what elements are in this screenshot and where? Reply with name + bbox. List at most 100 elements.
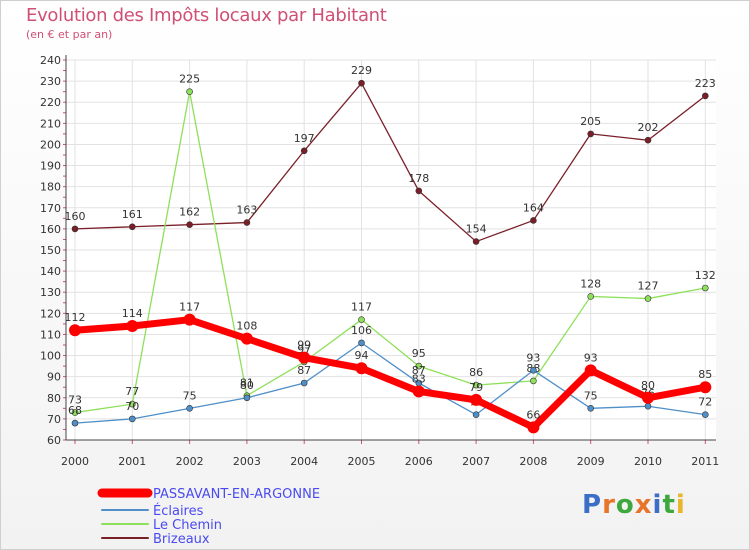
- x-tick-label: 2008: [519, 455, 547, 468]
- data-point-brizeaux: [300, 147, 308, 155]
- x-tick-label: 2002: [176, 455, 204, 468]
- data-point-le-chemin: [358, 316, 365, 323]
- data-label-eclaires: 72: [698, 396, 712, 409]
- data-label-brizeaux: 205: [580, 115, 601, 128]
- data-label-passavant-en-argonne: 112: [65, 311, 86, 324]
- data-point-brizeaux: [71, 225, 79, 233]
- data-label-brizeaux: 162: [179, 206, 200, 219]
- legend-label-eclaires: Éclaires: [153, 503, 204, 519]
- data-point-passavant-en-argonne: [240, 332, 253, 345]
- y-tick-label: 220: [40, 96, 61, 109]
- data-point-passavant-en-argonne: [470, 393, 483, 406]
- legend-label-le-chemin: Le Chemin: [153, 518, 222, 533]
- data-label-le-chemin: 73: [68, 394, 82, 407]
- y-tick-label: 170: [40, 202, 61, 215]
- data-point-brizeaux: [701, 92, 709, 100]
- data-point-eclaires: [129, 415, 136, 423]
- data-point-brizeaux: [358, 79, 365, 87]
- data-label-brizeaux: 202: [638, 121, 659, 134]
- data-point-le-chemin: [415, 362, 423, 370]
- x-tick-label: 2009: [577, 455, 605, 468]
- data-point-brizeaux: [472, 238, 480, 245]
- data-label-eclaires: 106: [351, 324, 372, 337]
- legend-label-passavant-en-argonne: PASSAVANT-EN-ARGONNE: [153, 487, 320, 502]
- data-label-brizeaux: 197: [294, 132, 315, 145]
- data-point-brizeaux: [530, 217, 537, 224]
- y-tick-label: 210: [40, 117, 61, 130]
- chart-subtitle: (en € et par an): [26, 28, 113, 41]
- data-label-passavant-en-argonne: 80: [641, 379, 655, 392]
- data-point-le-chemin: [71, 409, 79, 416]
- data-point-passavant-en-argonne: [126, 320, 139, 332]
- data-point-passavant-en-argonne: [642, 391, 654, 404]
- y-tick-label: 110: [40, 328, 61, 341]
- y-tick-label: 180: [40, 181, 61, 194]
- data-point-le-chemin: [530, 377, 537, 385]
- x-tick-label: 2005: [348, 455, 376, 468]
- data-label-le-chemin: 128: [580, 277, 601, 290]
- data-point-passavant-en-argonne: [699, 381, 712, 394]
- y-tick-label: 230: [40, 75, 61, 88]
- data-point-brizeaux: [129, 223, 136, 231]
- data-label-brizeaux: 178: [408, 172, 429, 185]
- data-point-passavant-en-argonne: [183, 313, 196, 326]
- data-label-eclaires: 87: [412, 364, 426, 377]
- logo-letter: P: [582, 490, 603, 520]
- y-tick-label: 120: [40, 307, 61, 320]
- data-label-brizeaux: 161: [122, 208, 143, 221]
- y-tick-label: 130: [40, 286, 61, 299]
- data-point-passavant-en-argonne: [355, 362, 368, 375]
- data-label-passavant-en-argonne: 108: [236, 320, 257, 333]
- data-point-passavant-en-argonne: [69, 324, 81, 337]
- y-tick-label: 150: [40, 244, 61, 257]
- data-point-brizeaux: [644, 136, 652, 144]
- data-label-le-chemin: 117: [351, 301, 372, 314]
- logo-letter: r: [602, 490, 616, 520]
- y-tick-label: 70: [47, 413, 61, 426]
- data-label-le-chemin: 77: [125, 385, 139, 398]
- y-tick-label: 190: [40, 160, 61, 173]
- data-label-brizeaux: 229: [351, 64, 372, 77]
- legend-label-brizeaux: Brizeaux: [153, 532, 210, 547]
- data-point-passavant-en-argonne: [527, 421, 540, 434]
- data-label-le-chemin: 95: [412, 347, 426, 360]
- data-label-brizeaux: 223: [695, 77, 716, 90]
- logo-letter: x: [634, 490, 653, 520]
- data-label-le-chemin: 127: [638, 280, 659, 293]
- y-tick-label: 80: [47, 392, 61, 405]
- data-point-eclaires: [186, 405, 193, 412]
- logo-letter: o: [615, 490, 635, 520]
- data-label-passavant-en-argonne: 79: [469, 381, 483, 394]
- chart-title: Evolution des Impôts locaux par Habitant: [26, 5, 387, 26]
- series-line-brizeaux: [74, 82, 706, 243]
- x-tick-label: 2004: [290, 455, 318, 468]
- x-tick-label: 2000: [61, 455, 89, 468]
- data-point-eclaires: [71, 419, 79, 427]
- data-label-eclaires: 70: [125, 400, 139, 413]
- data-point-passavant-en-argonne: [298, 351, 311, 364]
- y-tick-label: 140: [40, 265, 61, 278]
- data-point-eclaires: [300, 379, 308, 387]
- data-point-passavant-en-argonne: [412, 385, 425, 398]
- data-point-le-chemin: [129, 400, 136, 408]
- data-point-eclaires: [701, 411, 709, 418]
- data-label-brizeaux: 163: [236, 204, 257, 217]
- proxiti-logo: Proxiti: [582, 490, 686, 520]
- y-tick-label: 100: [40, 350, 61, 363]
- data-point-brizeaux: [243, 219, 251, 226]
- data-label-passavant-en-argonne: 99: [297, 339, 311, 352]
- x-tick-label: 2001: [118, 455, 146, 468]
- data-label-le-chemin: 81: [240, 377, 254, 390]
- y-tick-label: 90: [47, 371, 61, 384]
- logo-letter: i: [652, 490, 663, 520]
- data-label-passavant-en-argonne: 83: [412, 372, 426, 385]
- data-point-le-chemin: [701, 284, 709, 292]
- data-label-le-chemin: 225: [179, 73, 200, 86]
- data-point-le-chemin: [644, 295, 652, 302]
- data-label-le-chemin: 132: [695, 269, 716, 282]
- data-label-eclaires: 68: [68, 404, 82, 417]
- data-label-passavant-en-argonne: 114: [122, 307, 143, 320]
- data-point-le-chemin: [186, 88, 193, 95]
- data-point-eclaires: [243, 394, 251, 402]
